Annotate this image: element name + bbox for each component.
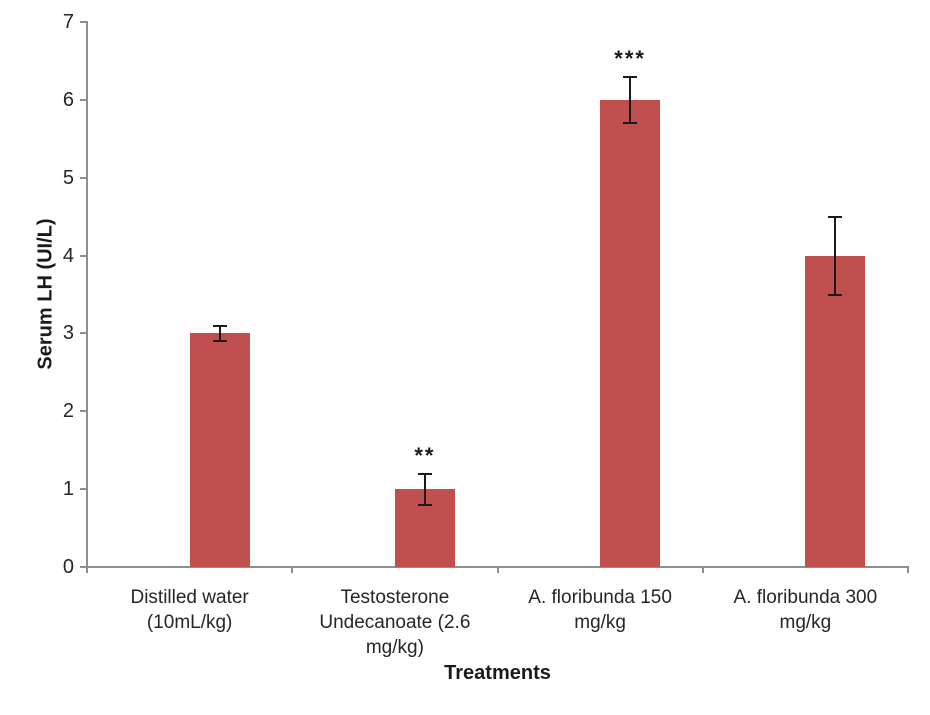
error-bar-cap-bottom xyxy=(212,340,227,343)
bar xyxy=(189,333,250,567)
x-tick-mark xyxy=(86,567,88,573)
x-tick-mark xyxy=(496,567,499,573)
error-bar-line xyxy=(629,76,632,124)
y-tick-label: 3 xyxy=(62,322,74,345)
significance-label: *** xyxy=(614,45,646,71)
y-tick-label: 2 xyxy=(62,400,74,423)
y-axis-line xyxy=(86,21,88,567)
y-tick-mark xyxy=(80,176,87,179)
y-tick-label: 5 xyxy=(62,166,74,189)
error-bar-cap-bottom xyxy=(417,503,432,506)
x-tick-mark xyxy=(291,567,294,573)
error-bar-line xyxy=(834,216,837,295)
y-tick-mark xyxy=(80,254,87,257)
x-tick-mark xyxy=(907,567,909,573)
y-tick-label: 0 xyxy=(62,556,74,578)
y-tick-mark xyxy=(80,21,87,23)
y-tick-mark xyxy=(80,566,87,568)
bar xyxy=(805,255,866,567)
error-bar-cap-top xyxy=(417,472,432,475)
bar xyxy=(600,99,661,567)
y-tick-mark xyxy=(80,410,87,413)
error-bar-cap-top xyxy=(828,215,843,218)
y-tick-mark xyxy=(80,98,87,101)
y-tick-label: 6 xyxy=(62,88,74,111)
error-bar-line xyxy=(423,473,426,505)
x-axis-title: Treatments xyxy=(444,662,551,684)
y-tick-label: 1 xyxy=(62,478,74,501)
y-tick-label: 4 xyxy=(62,244,74,267)
y-tick-label: 7 xyxy=(62,11,74,33)
significance-label: ** xyxy=(414,442,436,468)
x-category-label: A. floribunda 300 mg/kg xyxy=(733,587,878,633)
x-category-label: A. floribunda 150 mg/kg xyxy=(528,587,672,633)
x-category-label: Testosterone Undecanoate (2.6 mg/kg) xyxy=(319,587,471,658)
error-bar-cap-top xyxy=(212,324,227,327)
error-bar-cap-bottom xyxy=(623,122,638,125)
x-category-label: Distilled water (10mL/kg) xyxy=(130,587,249,633)
x-tick-mark xyxy=(701,567,704,573)
error-bar-cap-top xyxy=(623,75,638,78)
error-bar-cap-bottom xyxy=(828,293,843,296)
y-tick-mark xyxy=(80,488,87,491)
y-axis-title: Serum LH (UI/L) xyxy=(34,218,57,370)
error-bar-line xyxy=(218,325,221,342)
y-tick-mark xyxy=(80,332,87,335)
